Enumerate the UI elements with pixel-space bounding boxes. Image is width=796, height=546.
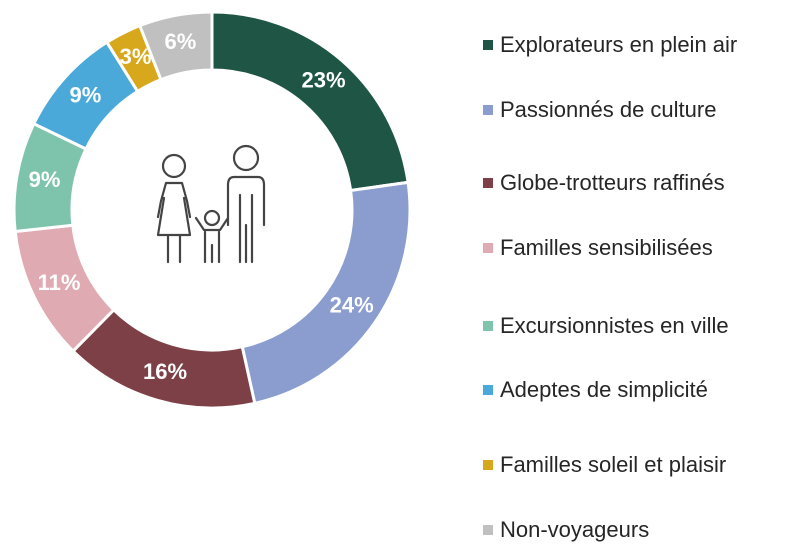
slice-label: 3% (120, 44, 152, 69)
slice (137, 10, 214, 82)
legend-label: Adeptes de simplicité (500, 377, 708, 402)
slice (210, 10, 410, 193)
slice-label: 24% (330, 293, 374, 318)
legend-item: Non-voyageurs (483, 515, 793, 545)
legend-swatch (483, 243, 493, 253)
family-icon (156, 144, 266, 264)
legend-label: Familles soleil et plaisir (500, 452, 727, 477)
slice (240, 180, 412, 406)
legend-label: Passionnés de culture (500, 97, 717, 122)
legend-swatch (483, 460, 493, 470)
legend-swatch (483, 105, 493, 115)
legend-label: Familles sensibilisées (500, 235, 713, 260)
legend-item: Excursionnistes en ville (483, 311, 793, 341)
legend-item: Familles sensibilisées (483, 233, 793, 263)
legend-label: Non-voyageurs (500, 517, 650, 542)
slice-label: 9% (70, 82, 102, 107)
legend-item: Explorateurs en plein air (483, 30, 773, 60)
legend-swatch (483, 321, 493, 331)
legend-item: Passionnés de culture (483, 95, 793, 125)
legend-item: Adeptes de simplicité (483, 375, 793, 405)
slice-label: 16% (143, 359, 187, 384)
donut: 23% 24% 16% 11% 9% 9% 3% 6% (12, 10, 412, 410)
legend-swatch (483, 385, 493, 395)
legend-label: Excursionnistes en ville (500, 313, 729, 338)
slice-label: 9% (29, 167, 61, 192)
legend-item: Globe-trotteurs raffinés (483, 168, 793, 198)
slice-label: 11% (38, 270, 81, 295)
slice-label: 6% (165, 29, 197, 54)
legend-label: Explorateurs en plein air (500, 32, 738, 57)
legend-swatch (483, 40, 493, 50)
legend-label: Globe-trotteurs raffinés (500, 170, 725, 195)
legend-swatch (483, 525, 493, 535)
legend-item: Familles soleil et plaisir (483, 450, 793, 480)
slice-label: 23% (301, 67, 345, 92)
legend-swatch (483, 178, 493, 188)
